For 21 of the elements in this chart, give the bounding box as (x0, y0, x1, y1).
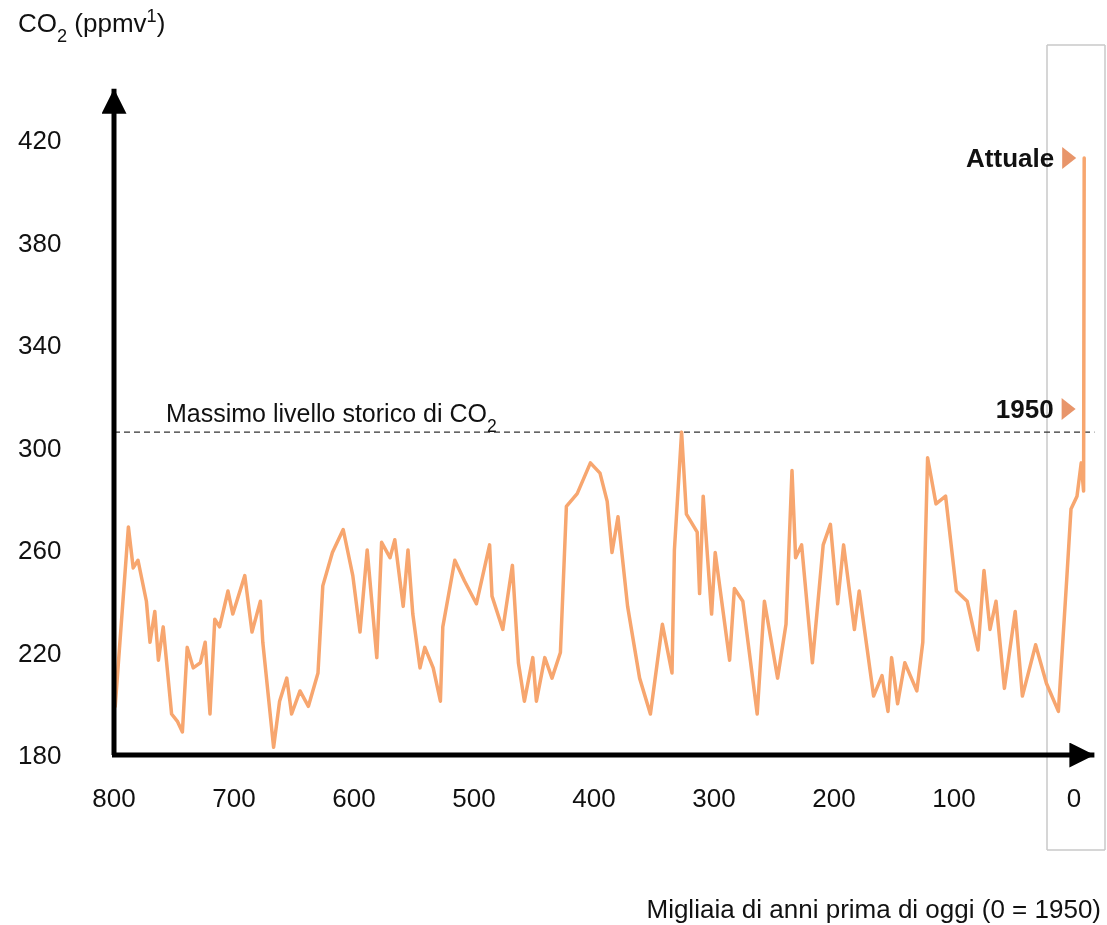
x-tick-label: 0 (1066, 783, 1082, 813)
x-tick-label: 300 (692, 783, 736, 813)
y-tick-label: 260 (18, 535, 62, 566)
y-tick-label: 340 (18, 330, 62, 361)
y-tick-label: 300 (18, 432, 62, 463)
y-tick-label: 220 (18, 637, 62, 668)
y-tick-label: 380 (18, 227, 62, 258)
x-tick-label: 100 (932, 783, 976, 813)
x-tick-label: 800 (92, 783, 136, 813)
x-tick-label: 600 (332, 783, 376, 813)
y-axis-title: CO$_{2}$ (ppmv$^{1}$) (18, 6, 166, 46)
ref-line-label: Massimo livello storico di CO$_{2}$ (166, 399, 497, 437)
x-tick-label: 200 (812, 783, 856, 813)
y-tick-label: 180 (18, 740, 62, 771)
y-tick-label: 420 (18, 125, 62, 156)
x-tick-label: 700 (212, 783, 256, 813)
x-tick-label: 400 (572, 783, 616, 813)
annotation: 1950 (995, 394, 1054, 425)
x-tick-label: 500 (452, 783, 496, 813)
x-axis-title: Migliaia di anni prima di oggi (0 = 1950) (646, 894, 1101, 924)
annotation: Attuale (966, 142, 1055, 173)
